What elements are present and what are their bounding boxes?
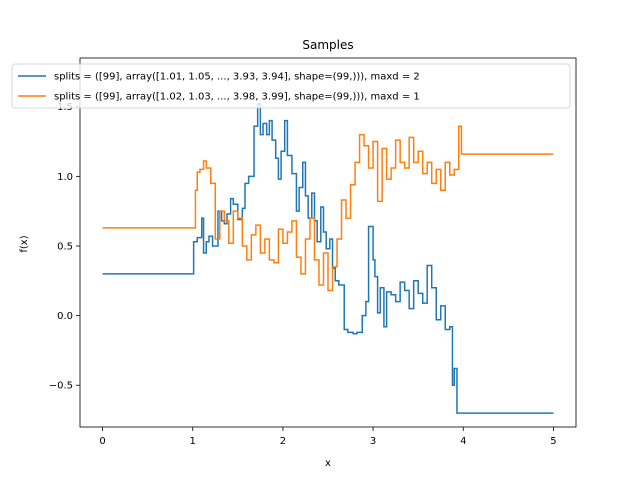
chart-title: Samples: [302, 38, 353, 52]
y-tick-label: −0.5: [49, 381, 73, 392]
y-axis-label: f(x): [19, 235, 30, 252]
axes-frame: [79, 57, 577, 428]
y-tick-label: 1.0: [57, 172, 73, 183]
x-tick-label: 5: [550, 436, 556, 447]
series-layer: [102, 103, 554, 414]
y-tick-label: 0.0: [57, 311, 73, 322]
x-tick-label: 4: [460, 436, 466, 447]
y-tick-label: 0.5: [57, 241, 73, 252]
x-tick-label: 3: [370, 436, 376, 447]
x-tick-label: 0: [99, 436, 105, 447]
legend: splits = ([99], array([1.01, 1.05, ..., …: [11, 63, 571, 109]
series-line-1: [102, 103, 554, 414]
legend-entry-2: splits = ([99], array([1.02, 1.03, ..., …: [54, 92, 420, 103]
series-line-2: [102, 125, 554, 292]
legend-entry-1: splits = ([99], array([1.01, 1.05, ..., …: [54, 72, 420, 83]
x-tick-label: 1: [190, 436, 196, 447]
legend-box: [11, 63, 571, 109]
x-axis-label: x: [325, 458, 331, 469]
x-axis-ticks: 0 1 2 3 4 5: [99, 427, 557, 447]
x-tick-label: 2: [280, 436, 286, 447]
